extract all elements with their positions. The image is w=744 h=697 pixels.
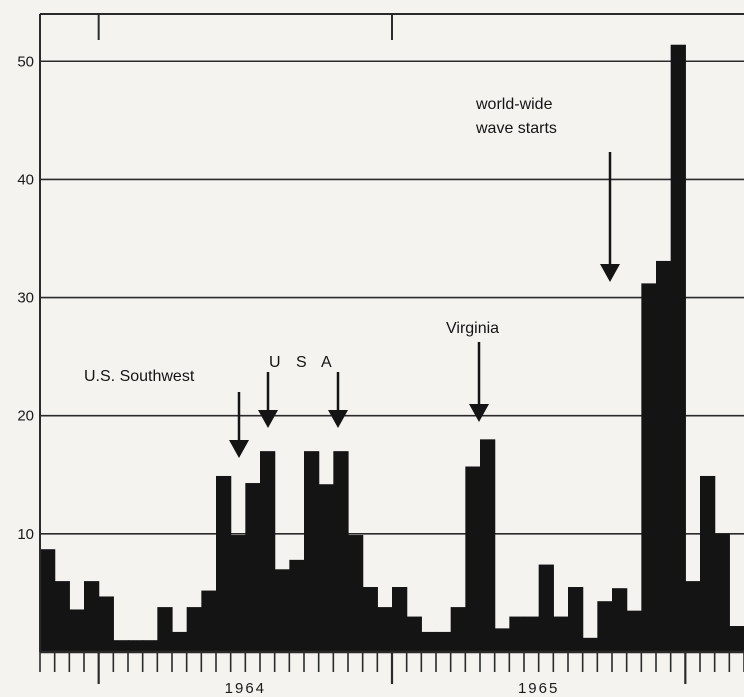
bar — [494, 628, 510, 652]
bar — [656, 260, 672, 652]
bar — [714, 533, 730, 652]
annotation-world-wide: world-wide — [475, 96, 553, 113]
y-tick-label: 30 — [17, 290, 34, 307]
bar — [69, 609, 85, 652]
bar — [304, 451, 320, 652]
bar — [700, 475, 716, 652]
bar — [289, 559, 305, 652]
bar — [157, 607, 173, 652]
bar — [172, 631, 188, 652]
bar — [377, 607, 393, 652]
y-tick-label: 10 — [17, 526, 34, 543]
bar — [142, 640, 158, 652]
bar — [597, 601, 613, 652]
bar — [612, 588, 628, 652]
arrow-head-world-wide — [600, 264, 620, 282]
bar — [406, 616, 422, 652]
bar — [465, 466, 481, 652]
bar — [362, 587, 378, 652]
bar — [333, 451, 349, 652]
bar — [582, 637, 598, 652]
bar-layer — [40, 44, 744, 653]
bar — [626, 610, 642, 652]
bar — [450, 607, 466, 652]
x-year-label: 1965 — [518, 680, 559, 697]
bar — [436, 631, 452, 652]
bar — [568, 587, 584, 652]
bar — [685, 581, 701, 652]
annotation-layer: U.S. Southwest U S A Virginia world-wide… — [84, 96, 620, 458]
arrow-head-virginia — [469, 404, 489, 422]
axis-layer: 10 20 30 40 50 1964 1965 — [17, 13, 744, 697]
bar — [421, 631, 437, 652]
arrow-head-us-southwest — [229, 440, 249, 458]
bar — [729, 626, 744, 652]
bar — [84, 581, 100, 652]
bar — [40, 549, 56, 652]
bar — [348, 535, 364, 652]
bar — [509, 616, 525, 652]
arrow-head-usa-u — [258, 410, 278, 428]
annotation-usa-u: U — [269, 354, 281, 371]
x-year-label: 1964 — [225, 680, 266, 697]
annotation-wave-starts: wave starts — [475, 120, 557, 137]
y-tick-label: 40 — [17, 171, 34, 188]
bar — [392, 587, 408, 652]
arrow-head-usa-a — [328, 410, 348, 428]
grid-layer — [40, 60, 744, 535]
bar — [641, 283, 657, 652]
bar — [524, 616, 540, 652]
bar — [216, 475, 232, 652]
bar — [186, 607, 202, 652]
bar — [98, 596, 114, 652]
annotation-virginia: Virginia — [446, 320, 499, 337]
annotation-usa-a: A — [321, 354, 332, 371]
bar — [54, 581, 70, 652]
bar — [113, 640, 129, 652]
y-tick-label: 20 — [17, 408, 34, 425]
bar — [274, 569, 290, 652]
bar — [230, 535, 246, 652]
bar — [318, 484, 334, 652]
bar — [553, 616, 569, 652]
bar — [245, 483, 261, 652]
bar — [538, 564, 554, 652]
annotation-us-southwest: U.S. Southwest — [84, 368, 195, 385]
bar — [670, 44, 686, 653]
bar — [260, 451, 276, 652]
bar — [201, 590, 217, 652]
annotation-usa-s: S — [296, 354, 307, 371]
bar — [480, 439, 496, 652]
y-tick-label: 50 — [17, 53, 34, 70]
bar — [128, 640, 144, 652]
